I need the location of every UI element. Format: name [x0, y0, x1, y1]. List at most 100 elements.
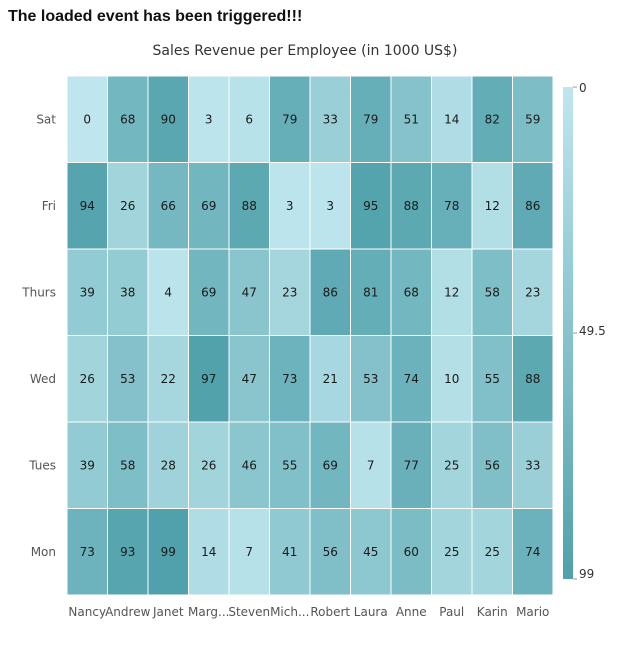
- heatmap-cell[interactable]: [66, 162, 108, 250]
- heatmap-cell[interactable]: [431, 508, 473, 596]
- cell-value-label: 68: [120, 112, 135, 126]
- heatmap-cell[interactable]: [431, 421, 473, 509]
- heatmap-cell[interactable]: [309, 508, 351, 596]
- heatmap-cell[interactable]: [350, 248, 392, 336]
- heatmap-cell[interactable]: [471, 75, 513, 163]
- heatmap-cell[interactable]: [431, 248, 473, 336]
- cell-value-label: 86: [525, 199, 540, 213]
- cell-value-label: 69: [201, 199, 216, 213]
- heatmap-cell[interactable]: [228, 248, 270, 336]
- heatmap-cell[interactable]: [66, 335, 108, 423]
- heatmap-cell[interactable]: [188, 421, 230, 509]
- cell-value-label: 47: [242, 372, 257, 386]
- y-axis-labels: Sat Fri Thurs Wed Tues Mon: [21, 112, 56, 559]
- heatmap-cell[interactable]: [228, 335, 270, 423]
- x-axis-label: Mich...: [270, 605, 309, 619]
- cell-value-label: 53: [363, 372, 378, 386]
- heatmap-cell[interactable]: [309, 75, 351, 163]
- heatmap-cell[interactable]: [512, 508, 554, 596]
- cell-value-label: 39: [80, 285, 95, 299]
- cell-value-label: 88: [242, 199, 257, 213]
- heatmap-cell[interactable]: [147, 248, 189, 336]
- cell-value-label: 51: [404, 112, 419, 126]
- heatmap-cell[interactable]: [350, 75, 392, 163]
- heatmap-cell[interactable]: [228, 508, 270, 596]
- heatmap-cell[interactable]: [350, 421, 392, 509]
- y-axis-label: Mon: [31, 545, 56, 559]
- cell-value-label: 3: [286, 199, 294, 213]
- cell-value-label: 25: [444, 458, 459, 472]
- cell-value-label: 7: [245, 545, 253, 559]
- cell-value-label: 23: [282, 285, 297, 299]
- heatmap-cell[interactable]: [66, 248, 108, 336]
- heatmap-cell[interactable]: [471, 508, 513, 596]
- heatmap-cell[interactable]: [471, 421, 513, 509]
- x-axis-label: Karin: [477, 605, 508, 619]
- heatmap-cell[interactable]: [390, 75, 432, 163]
- heatmap-cell[interactable]: [269, 335, 311, 423]
- cell-value-label: 4: [164, 285, 172, 299]
- cell-value-label: 81: [363, 285, 378, 299]
- heatmap-cell[interactable]: [309, 162, 351, 250]
- heatmap-cell[interactable]: [512, 421, 554, 509]
- heatmap-cell[interactable]: [512, 162, 554, 250]
- heatmap-cell[interactable]: [390, 508, 432, 596]
- heatmap-cell[interactable]: [228, 75, 270, 163]
- cell-value-label: 88: [525, 372, 540, 386]
- heatmap-cell[interactable]: [228, 421, 270, 509]
- cell-value-label: 3: [205, 112, 213, 126]
- heatmap-cell[interactable]: [309, 335, 351, 423]
- cell-value-label: 74: [525, 545, 540, 559]
- cell-value-label: 74: [404, 372, 419, 386]
- heatmap-cell[interactable]: [107, 335, 149, 423]
- cell-value-label: 56: [323, 545, 338, 559]
- heatmap-cell[interactable]: [350, 508, 392, 596]
- heatmap-cell[interactable]: [350, 335, 392, 423]
- cell-value-label: 93: [120, 545, 135, 559]
- heatmap-cell[interactable]: [431, 162, 473, 250]
- heatmap-cell[interactable]: [512, 335, 554, 423]
- cell-value-label: 12: [444, 285, 459, 299]
- cell-value-label: 23: [525, 285, 540, 299]
- cell-value-label: 46: [242, 458, 257, 472]
- y-axis-label: Wed: [30, 372, 56, 386]
- heatmap-cell[interactable]: [390, 248, 432, 336]
- cell-value-label: 14: [444, 112, 459, 126]
- heatmap-cell[interactable]: [147, 421, 189, 509]
- heatmap-cell[interactable]: [512, 75, 554, 163]
- cell-value-label: 12: [485, 199, 500, 213]
- cell-value-label: 33: [525, 458, 540, 472]
- heatmap-cell[interactable]: [269, 75, 311, 163]
- heatmap-cell[interactable]: [269, 162, 311, 250]
- heatmap-cell[interactable]: [107, 508, 149, 596]
- heatmap-cell[interactable]: [309, 421, 351, 509]
- heatmap-cell[interactable]: [431, 335, 473, 423]
- heatmap-cell[interactable]: [107, 162, 149, 250]
- cell-value-label: 77: [404, 458, 419, 472]
- heatmap-cell[interactable]: [188, 248, 230, 336]
- heatmap-cell[interactable]: [269, 508, 311, 596]
- heatmap-cell[interactable]: [269, 421, 311, 509]
- cell-value-label: 99: [161, 545, 176, 559]
- heatmap-cell[interactable]: [512, 248, 554, 336]
- cell-value-label: 66: [161, 199, 176, 213]
- x-axis-label: Robert: [310, 605, 350, 619]
- cell-value-label: 25: [444, 545, 459, 559]
- heatmap-cell[interactable]: [147, 335, 189, 423]
- cell-value-label: 88: [404, 199, 419, 213]
- heatmap-cell[interactable]: [309, 248, 351, 336]
- cell-value-label: 47: [242, 285, 257, 299]
- cell-value-label: 97: [201, 372, 216, 386]
- heatmap-cell[interactable]: [188, 508, 230, 596]
- heatmap-cell[interactable]: [107, 421, 149, 509]
- cell-value-label: 7: [367, 458, 375, 472]
- heatmap-cell[interactable]: [147, 508, 189, 596]
- x-axis-label: Marg...: [188, 605, 230, 619]
- x-axis-labels: Nancy Andrew Janet Marg...Steven Mich... Robe…: [68, 605, 549, 619]
- x-axis-label: Andrew: [105, 605, 150, 619]
- x-axis-label: Laura: [354, 605, 388, 619]
- heatmap-cell[interactable]: [147, 162, 189, 250]
- x-axis-label: Steven: [228, 605, 270, 619]
